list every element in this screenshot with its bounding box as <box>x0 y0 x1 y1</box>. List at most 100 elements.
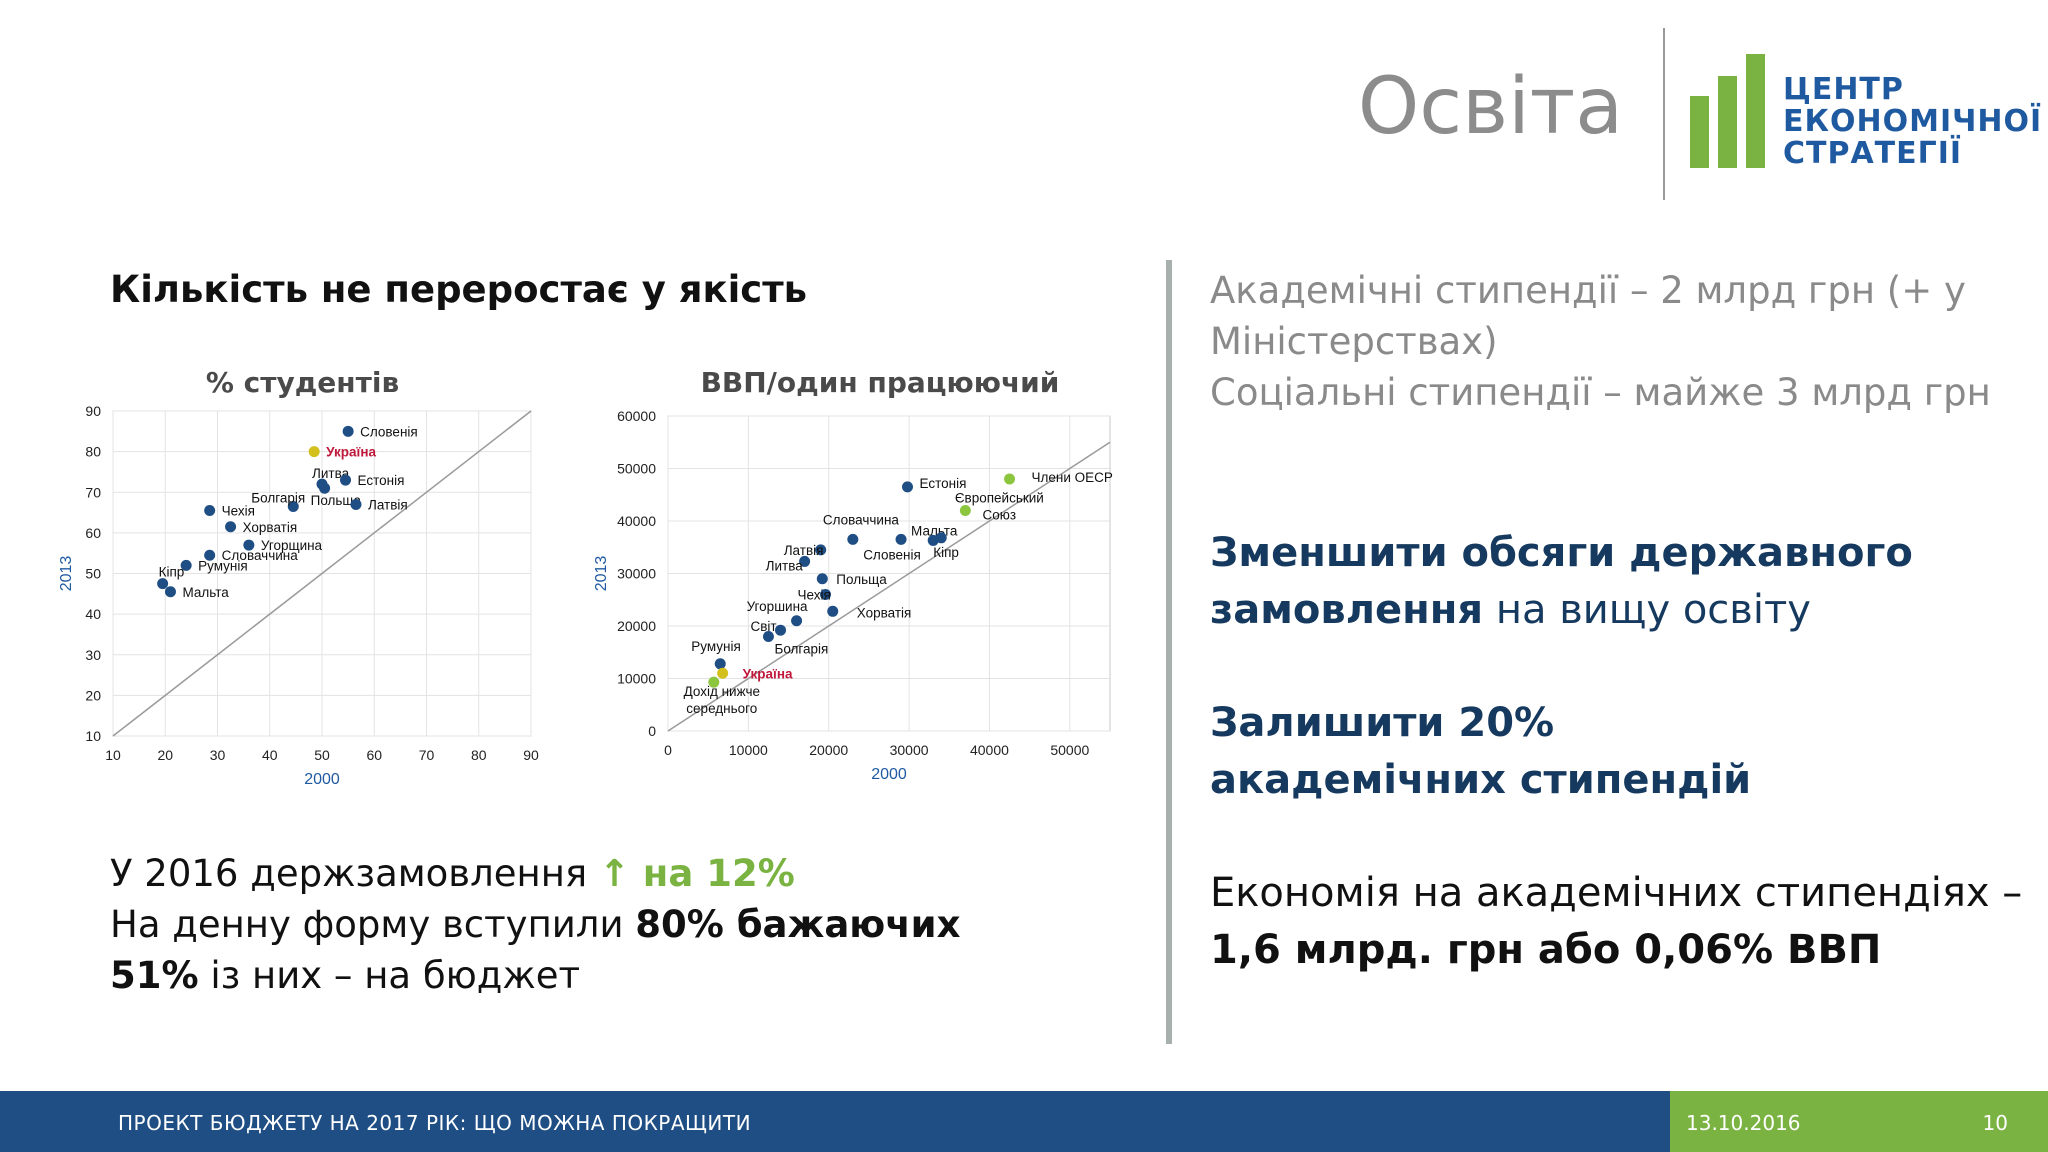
data-label: Кіпр <box>933 545 959 560</box>
stat-3-text: із них – на бюджет <box>198 954 581 997</box>
data-label: Дохід нижче середнього <box>684 684 760 716</box>
x-tick-label: 0 <box>664 742 672 758</box>
data-point <box>901 481 913 493</box>
data-label: Румунія <box>691 639 741 654</box>
data-point <box>350 498 362 510</box>
data-point <box>308 446 320 458</box>
y-tick-label: 30000 <box>617 566 656 582</box>
stat-line-3: 51% із них – на бюджет <box>110 950 960 1001</box>
data-label: Світ <box>751 619 777 634</box>
y-tick-label: 60000 <box>617 408 656 424</box>
data-label: Литва <box>766 558 804 573</box>
economy-text: Економія на академічних стипендіях – <box>1210 870 2023 916</box>
y-tick-label: 80 <box>85 444 101 460</box>
data-label: Україна <box>326 445 376 460</box>
logo-text: ЦЕНТР ЕКОНОМІЧНОЇ СТРАТЕГІЇ <box>1783 74 2042 170</box>
data-point <box>342 425 354 437</box>
y-tick-label: 50 <box>85 566 101 582</box>
x-tick-label: 30000 <box>890 742 929 758</box>
y-tick-label: 90 <box>85 403 101 419</box>
footer-date: 13.10.2016 <box>1686 1111 1801 1135</box>
data-point <box>799 555 811 567</box>
data-label: Європейський Союз <box>955 491 1044 523</box>
stat-1-highlight: ↑ на 12% <box>598 852 795 895</box>
x-tick-label: 70 <box>419 747 435 763</box>
data-point <box>827 605 839 617</box>
x-tick-label: 10000 <box>729 742 768 758</box>
stat-2-text: На денну форму вступили <box>110 903 636 946</box>
y-tick-label: 60 <box>85 525 101 541</box>
logo-bars-icon <box>1690 54 1765 168</box>
y-tick-label: 20 <box>85 687 101 703</box>
stat-line-2: На денну форму вступили 80% бажаючих <box>110 899 960 950</box>
data-label: Хорватія <box>243 520 298 535</box>
data-point <box>717 667 729 679</box>
data-label: Словаччина <box>823 512 900 527</box>
y-tick-label: 10 <box>85 728 101 744</box>
stat-line-1: У 2016 держзамовлення ↑ на 12% <box>110 848 960 899</box>
y-tick-label: 70 <box>85 484 101 500</box>
data-point <box>714 658 726 670</box>
y-tick-label: 40000 <box>617 513 656 529</box>
data-point <box>959 505 971 516</box>
data-point <box>180 559 192 571</box>
data-point <box>762 631 774 642</box>
data-label: Болгарія <box>774 642 828 657</box>
y-tick-label: 30 <box>85 647 101 663</box>
data-label: Латвія <box>368 497 408 512</box>
footer-accent <box>1670 1091 2048 1152</box>
gdp-scatter-chart: 0 10000 20000 30000 40000 50000 0 10000 20000 300… <box>593 408 1113 783</box>
data-label: Болгарія <box>251 490 305 505</box>
x-tick-label: 50 <box>314 747 330 763</box>
data-label: Члени ОЕСР <box>1032 470 1113 485</box>
logo-line-3: СТРАТЕГІЇ <box>1783 136 1963 171</box>
data-label: Чехія <box>798 588 831 603</box>
logo-line-2: ЕКОНОМІЧНОЇ <box>1783 104 2043 139</box>
data-label: Угорщина <box>261 538 323 553</box>
scholarship-academic: Академічні стипендії – 2 млрд грн (+ у М… <box>1210 269 1966 363</box>
stat-3-bold: 51% <box>110 954 199 997</box>
x-tick-label: 90 <box>523 747 539 763</box>
data-label: Латвія <box>784 543 824 558</box>
data-point <box>820 589 832 600</box>
economy-bold: 1,6 млрд. грн або 0,06% ВВП <box>1210 927 1882 973</box>
rec-1-bold: Зменшити обсяги державного замовлення <box>1210 530 1913 633</box>
vertical-divider <box>1166 260 1172 1044</box>
data-label: Словенія <box>863 547 921 562</box>
data-label: Кіпр <box>159 565 185 580</box>
x-tick-label: 80 <box>471 747 487 763</box>
scholarship-info: Академічні стипендії – 2 млрд грн (+ у М… <box>1210 265 2010 418</box>
data-label: Румунія <box>198 558 248 573</box>
data-label: Мальта <box>911 523 958 538</box>
data-point <box>319 482 331 494</box>
x-tick-label: 10 <box>105 747 121 763</box>
logo-line-1: ЦЕНТР <box>1783 72 1904 107</box>
rec-1-text: на вищу освіту <box>1483 587 1811 633</box>
diagonal-line <box>112 410 532 737</box>
data-label: Угоршина <box>747 599 808 614</box>
footer-title: ПРОЕКТ БЮДЖЕТУ НА 2017 РІК: ЩО МОЖНА ПОК… <box>118 1111 752 1135</box>
stat-2-bold: 80% бажаючих <box>635 903 961 946</box>
y-tick-label: 20000 <box>617 618 656 634</box>
data-point <box>708 676 720 688</box>
data-point <box>340 474 352 486</box>
students-scatter-chart: 10 20 30 40 50 60 70 80 90 10 20 30 40 50 60 70 80 90 2000… <box>58 403 539 788</box>
section-heading: Кількість не переростає у якість <box>110 268 808 311</box>
data-point <box>847 533 859 545</box>
x-tick-label: 60 <box>366 747 382 763</box>
data-point <box>1004 473 1016 485</box>
data-label: Естонія <box>919 476 966 491</box>
recommendation-1: Зменшити обсяги державного замовлення на… <box>1210 525 2030 639</box>
rec-2-bold: Залишити 20% академічних стипендій <box>1210 700 1752 803</box>
data-point <box>935 532 947 544</box>
header-divider <box>1663 28 1665 200</box>
diagonal-line <box>667 441 1111 732</box>
economy-statement: Економія на академічних стипендіях – 1,6… <box>1210 865 2030 979</box>
recommendation-2: Залишити 20% академічних стипендій <box>1210 695 1860 809</box>
x-tick-label: 30 <box>210 747 226 763</box>
left-stats: У 2016 держзамовлення ↑ на 12% На денну … <box>110 848 960 1001</box>
data-label: Литва <box>312 466 350 481</box>
data-label: Естонія <box>358 473 405 488</box>
chart-2-title: ВВП/один працюючий <box>700 366 1060 399</box>
y-tick-label: 0 <box>648 723 656 739</box>
